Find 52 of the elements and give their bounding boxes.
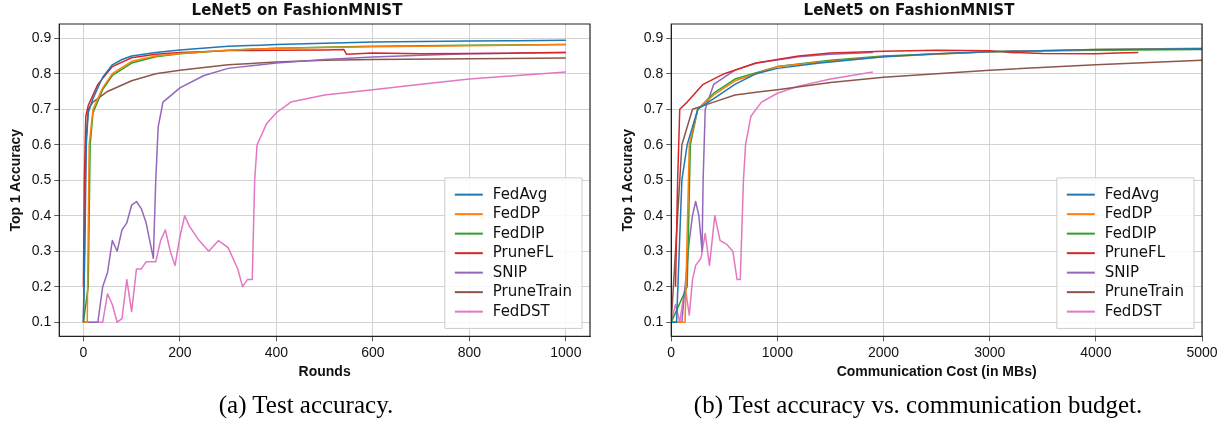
y-tick-label: 0.9 (31, 29, 52, 46)
legend-label: FedAvg (1104, 184, 1160, 203)
y-tick-label: 0.5 (643, 171, 664, 188)
x-tick-label: 800 (457, 343, 482, 360)
x-tick-label: 0 (667, 343, 676, 360)
y-tick-label: 0.2 (643, 277, 664, 294)
x-tick-label: 3000 (974, 343, 1006, 360)
y-tick-label: 0.9 (643, 29, 664, 46)
legend-label: FedDP (1104, 204, 1152, 223)
y-tick-label: 0.5 (31, 171, 52, 188)
x-tick-label: 2000 (867, 343, 900, 360)
text: (b) Test accuracy vs. communication budget. (692, 391, 1144, 419)
x-tick-label: 0 (79, 343, 88, 360)
y-axis-title: Top 1 Accuracy (7, 128, 24, 232)
legend-label: FedDIP (492, 223, 545, 242)
legend-label: FedDIP (1104, 223, 1157, 242)
legend-label: SNIP (492, 262, 528, 281)
y-tick-label: 0.1 (643, 313, 664, 330)
legend-label: FedDST (492, 301, 551, 320)
x-axis-title: Rounds (298, 363, 351, 380)
x-tick-label: 600 (361, 343, 385, 360)
y-tick-label: 0.3 (31, 242, 52, 259)
x-tick-label: 4000 (1080, 343, 1112, 360)
x-tick-label: 1000 (550, 343, 582, 360)
y-tick-label: 0.3 (643, 242, 664, 259)
x-axis-title: Communication Cost (in MBs) (836, 363, 1037, 380)
chart-title: LeNet5 on FashionMNIST (803, 0, 1016, 19)
y-tick-label: 0.6 (31, 135, 52, 152)
legend-label: PruneTrain (492, 282, 573, 301)
y-axis-title: Top 1 Accuracy (619, 128, 636, 232)
x-tick-label: 1000 (761, 343, 794, 360)
x-tick-label: 5000 (1186, 343, 1218, 360)
x-tick-label: 400 (264, 343, 289, 360)
x-tick-label: 200 (168, 343, 192, 360)
y-tick-label: 0.4 (643, 206, 664, 223)
y-tick-label: 0.7 (31, 100, 52, 117)
legend-label: FedAvg (492, 184, 548, 203)
legend-label: PruneFL (1104, 243, 1166, 262)
y-tick-label: 0.8 (643, 64, 664, 81)
chart-title: LeNet5 on FashionMNIST (191, 0, 404, 19)
text: (a) Test accuracy. (217, 391, 395, 419)
y-tick-label: 0.2 (31, 277, 52, 294)
legend-label: FedDP (492, 204, 540, 223)
y-tick-label: 0.8 (31, 64, 52, 81)
legend-label: PruneTrain (1104, 282, 1185, 301)
y-tick-label: 0.6 (643, 135, 664, 152)
legend-label: FedDST (1104, 301, 1163, 320)
y-tick-label: 0.4 (31, 206, 52, 223)
y-tick-label: 0.1 (31, 313, 52, 330)
legend-label: SNIP (1104, 262, 1140, 281)
y-tick-label: 0.7 (643, 100, 664, 117)
legend-label: PruneFL (492, 243, 554, 262)
